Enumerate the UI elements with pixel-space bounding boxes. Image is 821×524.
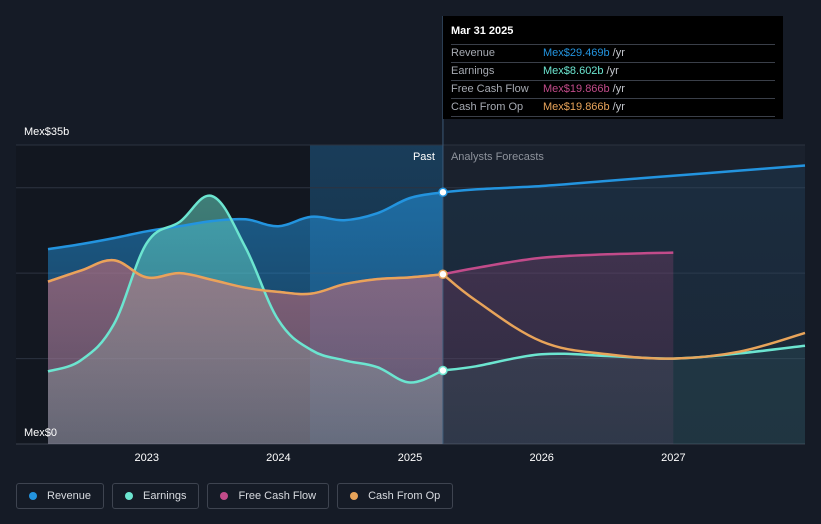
- legend-label: Cash From Op: [368, 490, 441, 502]
- tooltip-label: Earnings: [451, 65, 495, 77]
- revenue-line-forecast: [442, 164, 806, 194]
- legend-item-earnings[interactable]: Earnings: [112, 483, 200, 509]
- legend-item-revenue[interactable]: Revenue: [16, 483, 105, 509]
- legend-label: Revenue: [47, 490, 92, 502]
- revenue-line-past: [47, 191, 444, 251]
- cash-from-op-line-past: [47, 258, 444, 296]
- x-tick-label-2023: 2023: [134, 452, 158, 464]
- tooltip-value: Mex$8.602b: [543, 65, 604, 77]
- legend-label: Free Cash Flow: [238, 490, 317, 502]
- earnings-area-forecast: [443, 345, 805, 444]
- forecast-label: Analysts Forecasts: [451, 151, 544, 163]
- legend-item-free-cash-flow[interactable]: Free Cash Flow: [207, 483, 330, 509]
- past-label: Past: [413, 151, 435, 163]
- tooltip-unit: /yr: [612, 83, 625, 95]
- legend-dot-icon: [125, 492, 134, 500]
- tooltip-value: Mex$19.866b: [543, 83, 610, 95]
- legend-dot-icon: [29, 492, 37, 500]
- x-tick-label-2027: 2027: [661, 452, 685, 464]
- x-tick-label-2025: 2025: [398, 452, 422, 464]
- y-axis-top-label: Mex$35b: [24, 126, 69, 138]
- tooltip-value: Mex$29.469b: [543, 47, 610, 59]
- tooltip-label: Cash From Op: [451, 101, 524, 113]
- tooltip-unit: /yr: [612, 101, 625, 113]
- earnings-line-past: [47, 194, 444, 384]
- tooltip-label: Free Cash Flow: [451, 83, 529, 95]
- revenue-marker: [438, 187, 448, 198]
- tooltip-date: Mar 31 2025: [451, 24, 775, 45]
- earnings-line-forecast: [442, 344, 806, 372]
- tooltip-unit: /yr: [606, 65, 619, 77]
- tooltip-row-earnings: Earnings Mex$8.602b /yr: [451, 63, 775, 81]
- cash-from-op-marker: [438, 269, 448, 280]
- x-tick-label-2024: 2024: [266, 452, 290, 464]
- legend-item-cash-from-op[interactable]: Cash From Op: [337, 483, 454, 509]
- cash-from-op-line-forecast: [442, 273, 806, 360]
- tooltip-label: Revenue: [451, 47, 496, 59]
- cash-from-op-area-past: [48, 260, 443, 444]
- legend-dot-icon: [220, 492, 229, 500]
- chart-legend: Revenue Earnings Free Cash Flow Cash Fro…: [16, 483, 454, 509]
- y-axis-bottom-label: Mex$0: [24, 427, 57, 439]
- tooltip-row-revenue: Revenue Mex$29.469b /yr: [451, 45, 775, 63]
- x-tick-label-2026: 2026: [529, 452, 553, 464]
- earnings-marker: [438, 365, 448, 376]
- legend-dot-icon: [350, 492, 359, 500]
- legend-label: Earnings: [143, 490, 187, 502]
- free-cash-flow-line-forecast: [442, 251, 674, 276]
- tooltip-row-cash-from-op: Cash From Op Mex$19.866b /yr: [451, 99, 775, 117]
- tooltip-value: Mex$19.866b: [543, 101, 610, 113]
- tooltip-row-free-cash-flow: Free Cash Flow Mex$19.866b /yr: [451, 81, 775, 99]
- tooltip-unit: /yr: [612, 47, 625, 59]
- hover-tooltip: Mar 31 2025 Revenue Mex$29.469b /yr Earn…: [443, 16, 783, 119]
